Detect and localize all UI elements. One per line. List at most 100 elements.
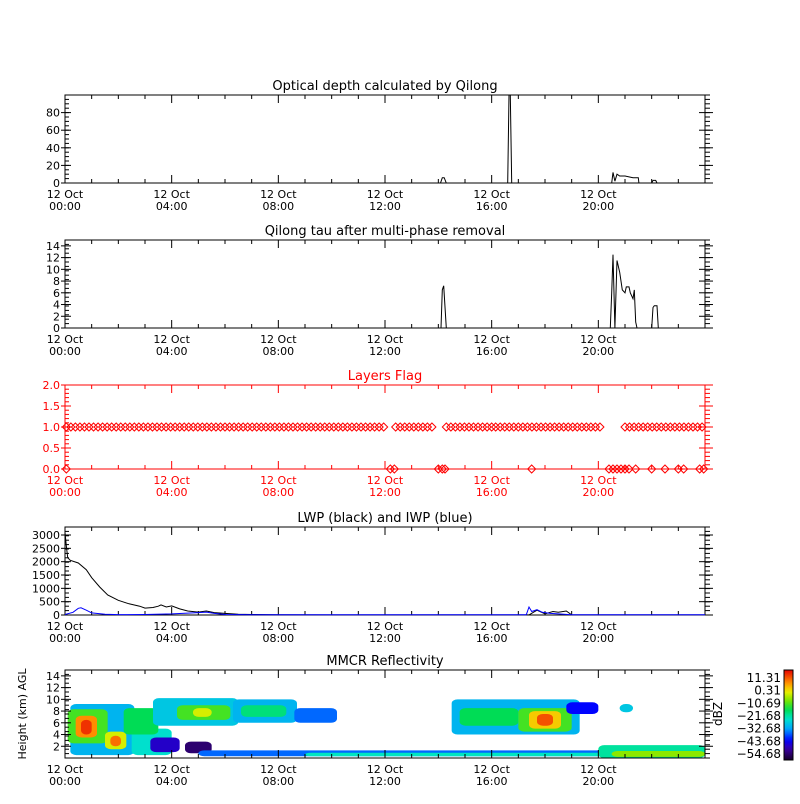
flag-marker: [518, 422, 528, 432]
x-tick-label: 12 Oct: [47, 763, 84, 776]
flag-marker: [306, 422, 316, 432]
flag-marker: [111, 422, 121, 432]
flag-marker: [500, 422, 510, 432]
flag-marker: [79, 422, 90, 432]
flag-marker: [409, 422, 419, 432]
flag-marker: [404, 422, 414, 432]
mmcr-cells: [67, 698, 705, 758]
flag-marker: [292, 422, 303, 432]
x-tick-label: 08:00: [262, 486, 294, 499]
flag-marker: [624, 422, 635, 432]
flag-marker: [93, 422, 103, 432]
flag-marker: [647, 422, 657, 432]
x-tick-label: 00:00: [49, 632, 81, 645]
flag-marker: [356, 422, 366, 432]
flag-marker: [211, 422, 221, 432]
flag-marker: [365, 422, 375, 432]
colorbar-tick-label: −21.68: [737, 709, 781, 723]
y-tick-label: 3000: [32, 529, 60, 542]
flag-marker: [586, 422, 596, 432]
flag-marker: [509, 422, 519, 432]
y-tick-label: 14: [46, 240, 60, 253]
flag-marker: [620, 422, 630, 432]
flag-marker: [526, 464, 537, 474]
colorbar-label: dBZ: [711, 702, 725, 726]
x-tick-label: 16:00: [476, 775, 508, 788]
flag-marker: [633, 422, 644, 432]
y-tick-label: 12: [46, 682, 60, 695]
x-tick-label: 12 Oct: [47, 474, 84, 487]
x-tick-label: 12 Oct: [47, 188, 84, 201]
y-tick-label: 0.0: [43, 463, 61, 476]
flag-marker: [301, 422, 312, 432]
flag-marker: [347, 422, 357, 432]
flag-marker: [437, 464, 448, 474]
flag-marker: [692, 422, 703, 432]
flag-marker: [265, 422, 276, 432]
flag-marker: [683, 422, 694, 432]
flag-marker: [697, 422, 707, 432]
flag-marker: [256, 422, 266, 432]
y-tick-label: 8: [53, 275, 60, 288]
flag-marker: [97, 422, 108, 432]
flag-marker: [138, 422, 149, 432]
flag-marker: [688, 422, 698, 432]
y-tick-label: 1500: [32, 569, 60, 582]
y-tick-label: 6: [53, 287, 60, 300]
y-tick-label: 2500: [32, 542, 60, 555]
x-tick-label: 04:00: [156, 200, 188, 213]
series-line-1: [64, 605, 705, 616]
y-tick-label: 14: [46, 670, 60, 683]
flag-marker: [165, 422, 176, 432]
y-tick-label: 6: [53, 717, 60, 730]
flag-marker: [147, 422, 158, 432]
flag-marker: [490, 422, 501, 432]
reflectivity-cell: [123, 708, 159, 735]
flag-marker: [620, 464, 630, 474]
plot-frame: [64, 94, 706, 184]
y-tick-label: 4: [53, 729, 60, 742]
x-tick-label: 12 Oct: [260, 333, 297, 346]
reflectivity-cell: [185, 741, 212, 754]
reflectivity-cell: [110, 735, 121, 747]
flag-marker: [608, 464, 618, 474]
reflectivity-cell: [459, 708, 519, 726]
y-tick-label: 2: [53, 740, 60, 753]
y-tick-label: 0: [53, 609, 60, 622]
flag-marker: [224, 422, 235, 432]
y-tick-label: 80: [46, 107, 60, 120]
flag-marker: [179, 422, 189, 432]
flag-marker: [152, 422, 162, 432]
flag-marker: [61, 422, 72, 432]
x-tick-label: 08:00: [262, 200, 294, 213]
colorbar-tick-label: 0.31: [754, 684, 781, 698]
flag-marker: [513, 422, 524, 432]
flag-marker: [188, 422, 198, 432]
flag-marker: [61, 464, 72, 474]
flag-marker: [274, 422, 285, 432]
x-tick-label: 12:00: [369, 775, 401, 788]
reflectivity-cell: [619, 704, 633, 713]
flag-marker: [590, 422, 601, 432]
flag-marker: [549, 422, 560, 432]
flag-marker: [229, 422, 239, 432]
flag-marker: [129, 422, 140, 432]
x-tick-label: 12 Oct: [260, 620, 297, 633]
flag-marker: [161, 422, 171, 432]
flag-marker: [433, 464, 444, 474]
y-tick-label: 0: [53, 322, 60, 335]
flag-marker: [338, 422, 348, 432]
x-tick-label: 12 Oct: [473, 474, 510, 487]
colorbar: [783, 669, 794, 761]
flag-marker: [612, 464, 622, 474]
flag-marker: [261, 422, 271, 432]
x-tick-label: 16:00: [476, 486, 508, 499]
flag-marker: [270, 422, 280, 432]
flag-marker: [374, 422, 384, 432]
y-tick-label: 4: [53, 299, 60, 312]
flag-marker: [572, 422, 582, 432]
flag-marker: [642, 422, 653, 432]
colorbar-tick-label: −54.68: [737, 747, 781, 761]
flag-marker: [66, 422, 76, 432]
